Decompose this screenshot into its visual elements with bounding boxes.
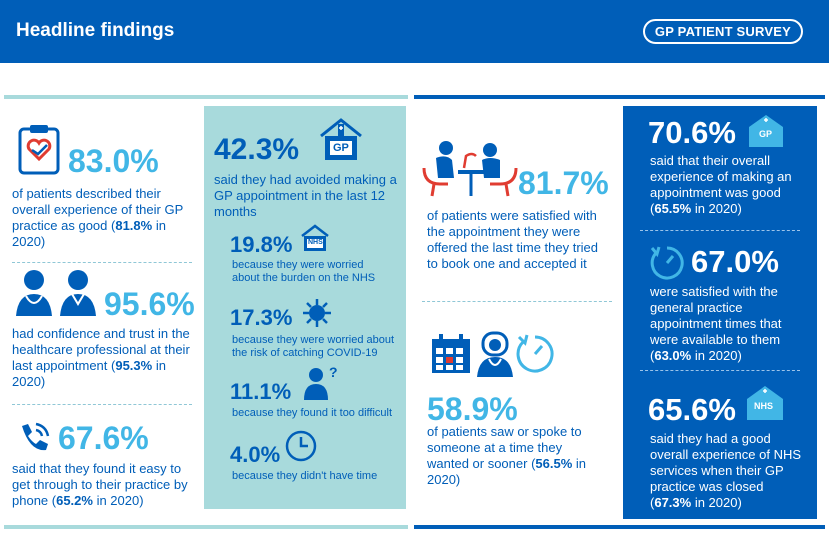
stat-making-appointment-text: said that their overall experience of ma… [650,153,792,216]
avoided-appointment-panel [204,106,406,509]
nhs-building-icon: NHS [300,224,330,257]
stat-confidence-text: had confidence and trust in the healthca… [12,326,190,389]
appointment-experience-panel [623,106,817,519]
divider [12,262,192,263]
clock-icon [284,429,318,468]
calendar-icon [430,333,472,380]
stat-satisfied-appointment-text: of patients were satisfied with the appo… [427,208,599,271]
header-banner: Headline findings GP PATIENT SURVEY [0,0,829,63]
phone-icon [16,420,52,461]
stat-appointment-times-value: 67.0% [691,244,779,279]
clinician-icon [475,331,515,382]
top-bar-right [414,95,825,99]
stat-confidence-value: 95.6% [104,286,195,322]
nhs-icon-label: NHS [308,239,323,246]
healthcare-professionals-icon [14,268,104,323]
divider [640,230,800,231]
gp-icon-label: GP [333,142,349,154]
stopwatch-icon [515,331,555,380]
nhs-house-label: NHS [754,401,774,411]
gp-house-label: GP [759,129,773,139]
divider [422,301,612,302]
consultation-icon [420,138,520,203]
stat-appointment-times-text: were satisfied with the general practice… [650,284,782,363]
survey-badge: GP PATIENT SURVEY [642,19,803,44]
timer-icon [649,244,685,285]
question-mark: ? [329,364,338,380]
reason-covid-value: 17.3% [230,305,293,330]
stat-phone-text: said that they found it easy to get thro… [12,461,188,508]
reason-difficult-text: because they found it too difficult [232,407,393,419]
stat-phone-value: 67.6% [58,420,149,456]
reason-no-time-text: because they didn't have time [232,470,378,482]
reason-difficult-value: 11.1% [230,379,292,404]
stat-avoided-text: said they had avoided making a GP appoin… [214,172,397,219]
gp-house-icon: GP [747,113,785,154]
stat-avoided-value: 42.3% [214,133,300,166]
reason-nhs-burden-text: because they were worried about the burd… [232,259,376,284]
clipboard-heart-icon [18,123,60,180]
page-title: Headline findings [16,20,175,41]
bottom-bar-right [414,525,825,529]
reason-nhs-burden-value: 19.8% [230,232,293,257]
gp-practice-icon: GP [317,118,365,167]
reason-covid-text: because they were worried about the risk… [232,334,395,359]
stat-nhs-services-value: 65.6% [648,392,736,427]
virus-icon [301,297,333,334]
stat-saw-someone-text: of patients saw or spoke to someone at a… [427,424,587,487]
confused-person-icon: ? [302,364,342,405]
stat-overall-experience-value: 83.0% [68,143,159,179]
nhs-house-icon: NHS [745,384,785,427]
bottom-bar-left [4,525,408,529]
stat-saw-someone-value: 58.9% [427,391,518,427]
divider [12,404,192,405]
reason-no-time-value: 4.0% [230,442,281,467]
stat-satisfied-appointment-value: 81.7% [518,165,609,201]
stat-making-appointment-value: 70.6% [648,115,736,150]
divider [640,370,800,371]
stat-nhs-services-text: said they had a good overall experience … [650,431,802,510]
stat-overall-experience-text: of patients described their overall expe… [12,186,184,249]
top-bar-left [4,95,408,99]
